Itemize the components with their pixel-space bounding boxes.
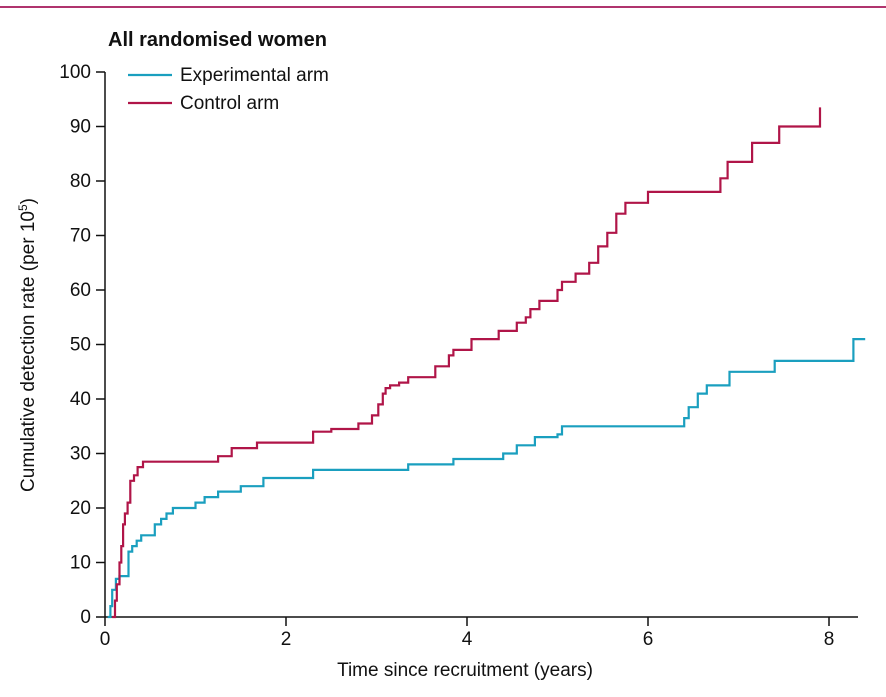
y-tick-label: 10 [70,553,91,574]
y-tick-label: 0 [80,607,91,628]
y-tick-label: 90 [70,117,91,138]
series-line-control-arm [112,107,822,619]
x-axis-label: Time since recruitment (years) [337,660,593,681]
x-axis-ticks: 0 2 4 6 8 [100,617,835,650]
y-tick-label: 50 [70,335,91,356]
y-axis-label-main: Cumulative detection rate (per 10 [18,211,39,492]
y-tick-label: 70 [70,226,91,247]
chart-title: All randomised women [108,29,327,51]
x-tick-label: 6 [643,629,654,650]
y-tick-label: 40 [70,389,91,410]
x-tick-label: 4 [462,629,473,650]
y-tick-label: 30 [70,444,91,465]
y-tick-label: 20 [70,498,91,519]
x-tick-label: 0 [100,629,111,650]
y-tick-label: 60 [70,280,91,301]
x-tick-label: 8 [824,629,835,650]
top-rule [0,6,886,8]
y-tick-label: 100 [59,62,91,83]
legend-label: Control arm [180,93,279,114]
series-line-experimental-arm [107,338,866,619]
y-axis-label-suffix: ) [18,198,39,204]
y-axis-label-superscript: 5 [16,204,30,211]
y-axis-label: Cumulative detection rate (per 105) [16,198,39,492]
series-group [107,107,866,619]
y-tick-label: 80 [70,171,91,192]
y-axis-ticks: 0 10 20 30 40 50 60 70 80 90 100 [59,62,105,628]
legend-label: Experimental arm [180,65,329,86]
x-tick-label: 2 [281,629,292,650]
legend: Experimental arm Control arm [128,65,329,114]
